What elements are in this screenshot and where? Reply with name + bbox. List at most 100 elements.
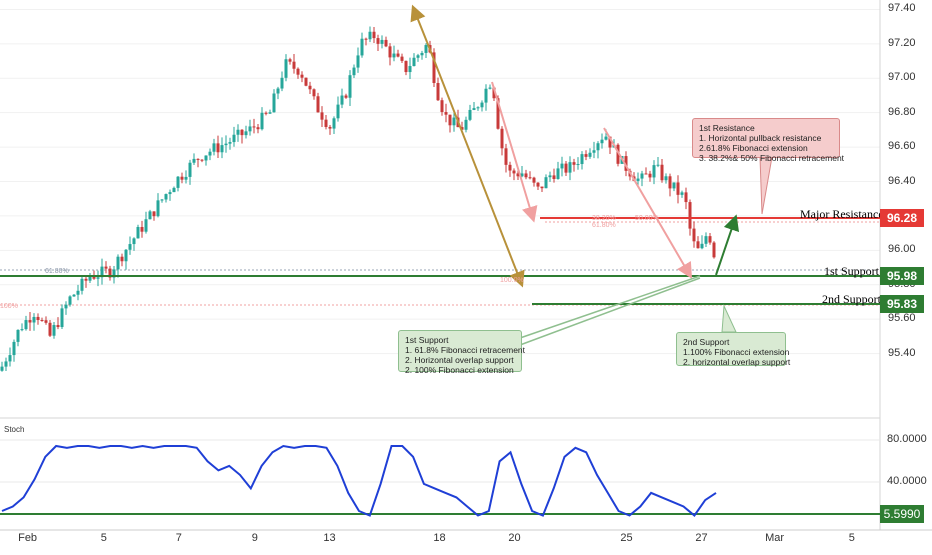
candle-body: [652, 165, 656, 178]
candle-body: [40, 320, 44, 322]
candle-body: [272, 93, 276, 113]
candle-body: [164, 194, 168, 200]
candle-body: [52, 325, 56, 336]
price-tick-label: 97.40: [888, 2, 916, 15]
candle-body: [248, 126, 252, 132]
candle-body: [180, 176, 184, 180]
first-support-label: 1st Support: [824, 264, 880, 278]
major-resistance-tag: 96.28: [880, 209, 924, 227]
candle-body: [228, 142, 232, 144]
candle-body: [464, 119, 468, 130]
candle-body: [368, 31, 372, 40]
stoch-value-tag: 5.5990: [880, 505, 924, 523]
candle-body: [708, 236, 712, 243]
candle-body: [32, 316, 36, 323]
candle-body: [84, 278, 88, 281]
candle-body: [260, 112, 264, 130]
candle-body: [220, 145, 224, 153]
candle-body: [684, 192, 688, 203]
candle-body: [92, 276, 96, 279]
candle-body: [64, 304, 68, 309]
candle-body: [344, 95, 348, 98]
candle-body: [192, 158, 196, 163]
candle-body: [80, 278, 84, 291]
candle-body: [668, 176, 672, 189]
candle-body: [552, 175, 556, 179]
candle-body: [676, 182, 680, 195]
candle-body: [36, 316, 40, 321]
candle-body: [468, 109, 472, 120]
candle-body: [704, 236, 708, 244]
candle-body: [240, 129, 244, 136]
candle-body: [152, 211, 156, 217]
candle-body: [60, 308, 64, 328]
price-tick-label: 97.20: [888, 36, 916, 49]
resistance-callout-line: 3. 38.2%& 50% Fibonacci retracement: [699, 153, 845, 163]
candle-body: [336, 104, 340, 119]
candle-body: [140, 226, 144, 232]
candle-body: [636, 178, 640, 181]
candle-body: [340, 95, 344, 105]
candle-body: [48, 322, 52, 336]
stoch-line: [1, 444, 717, 517]
candle-body: [348, 75, 352, 98]
fib-label: 38.20%: [592, 215, 616, 222]
candle-body: [24, 320, 28, 330]
candle-body: [124, 249, 128, 262]
candle-body: [312, 89, 316, 97]
candle-body: [664, 176, 668, 181]
candle-body: [364, 38, 368, 40]
candle-body: [548, 175, 552, 178]
support1-callout-pointer-b: [519, 277, 701, 346]
candle-body: [536, 182, 540, 187]
candle-body: [596, 143, 600, 151]
time-tick-label: 7: [175, 532, 182, 544]
candle-body: [544, 177, 548, 189]
support1-callout-title: 1st Support: [405, 335, 449, 345]
resistance-callout-line: 2.61.8% Fibonacci extension: [699, 143, 808, 153]
candle-body: [120, 256, 124, 262]
candle-body: [444, 112, 448, 115]
candle-body: [500, 128, 504, 149]
candles: [0, 26, 716, 372]
candle-body: [360, 38, 364, 56]
candle-body: [332, 118, 336, 129]
candle-body: [224, 143, 228, 146]
fib-label: 61.80%: [45, 268, 69, 275]
candle-body: [576, 164, 580, 166]
candle-body: [28, 320, 32, 323]
candle-body: [268, 112, 272, 114]
candle-body: [88, 276, 92, 281]
candle-body: [196, 158, 200, 160]
price-tick-label: 96.60: [888, 140, 916, 153]
candle-body: [696, 241, 700, 249]
candle-body: [416, 55, 420, 58]
candle-body: [436, 83, 440, 101]
candle-body: [256, 127, 260, 130]
candle-body: [400, 56, 404, 61]
candle-body: [608, 136, 612, 148]
candle-body: [184, 176, 188, 180]
candle-body: [488, 87, 492, 89]
support1-callout-pointer-a: [519, 275, 701, 339]
time-tick-label: 20: [508, 532, 521, 544]
candle-body: [264, 112, 268, 114]
candle-body: [524, 173, 528, 178]
candle-body: [520, 173, 524, 177]
candle-body: [392, 53, 396, 58]
candle-body: [324, 119, 328, 127]
candle-body: [288, 59, 292, 62]
candle-body: [384, 39, 388, 47]
candle-body: [588, 152, 592, 157]
candle-body: [308, 85, 312, 90]
candle-body: [44, 320, 48, 323]
candle-body: [672, 182, 676, 189]
resistance-callout-line: 1. Horizontal pullback resistance: [699, 133, 822, 143]
candle-body: [528, 177, 532, 179]
candle-body: [452, 117, 456, 126]
candle-body: [412, 57, 416, 67]
candle-body: [600, 139, 604, 144]
price-tick-label: 96.40: [888, 174, 916, 187]
candle-body: [480, 102, 484, 108]
candle-body: [460, 127, 464, 130]
